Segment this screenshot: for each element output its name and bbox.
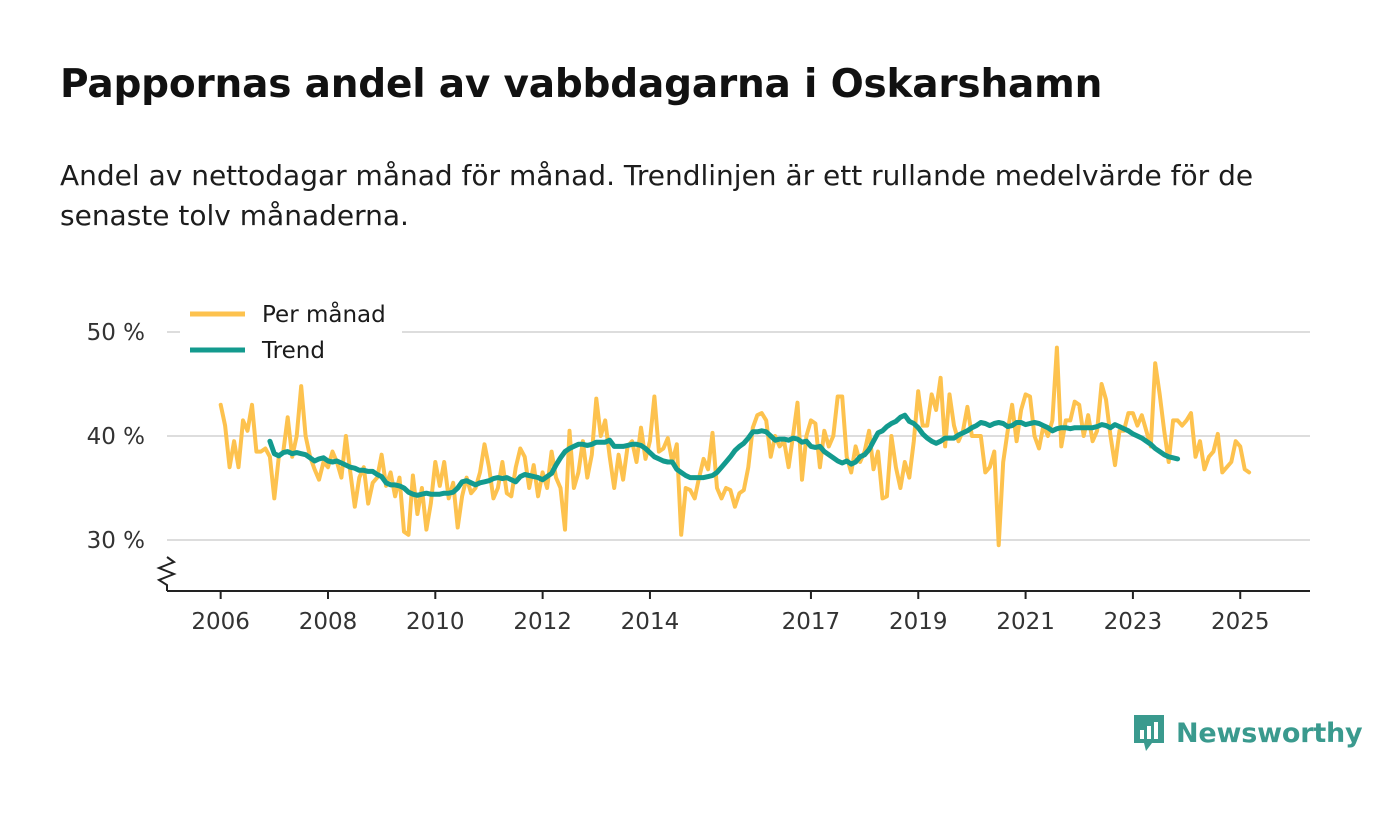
newsworthy-chart-icon <box>1134 715 1164 751</box>
x-tick-label: 2010 <box>406 609 465 635</box>
chart-axes <box>156 556 1310 599</box>
y-axis-break-icon <box>156 556 177 591</box>
x-tick-label: 2017 <box>782 609 841 635</box>
chart-legend: Per månad Trend <box>180 296 402 370</box>
y-tick-label: 30 % <box>87 528 145 554</box>
x-tick-label: 2025 <box>1211 609 1270 635</box>
y-tick-label: 40 % <box>87 424 145 450</box>
chart-series <box>218 345 1252 548</box>
x-tick-label: 2014 <box>621 609 680 635</box>
x-tick-label: 2023 <box>1104 609 1163 635</box>
brand-name: Newsworthy <box>1176 717 1363 749</box>
legend-background <box>180 296 402 370</box>
y-tick-labels: 30 % 40 % 50 % <box>87 320 145 554</box>
legend-label-monthly: Per månad <box>262 300 386 328</box>
x-tick-label: 2019 <box>889 609 948 635</box>
newsworthy-logo: Newsworthy <box>1132 712 1363 754</box>
x-tick-label: 2021 <box>996 609 1055 635</box>
legend-label-trend: Trend <box>261 338 325 364</box>
x-tick-label: 2008 <box>299 609 358 635</box>
x-tick-label: 2006 <box>191 609 250 635</box>
y-tick-label: 50 % <box>87 320 145 346</box>
x-tick-label: 2012 <box>513 609 572 635</box>
chart-title: Pappornas andel av vabbdagarna i Oskarsh… <box>60 62 1103 107</box>
x-tick-labels: 2006 2008 2010 2012 2014 2017 2019 2021 2023 2025 <box>191 609 1269 635</box>
chart-subtitle: Andel av nettodagar månad för månad. Tre… <box>60 159 1254 232</box>
series-line-trend <box>267 412 1181 498</box>
series-line-monthly <box>218 345 1252 548</box>
